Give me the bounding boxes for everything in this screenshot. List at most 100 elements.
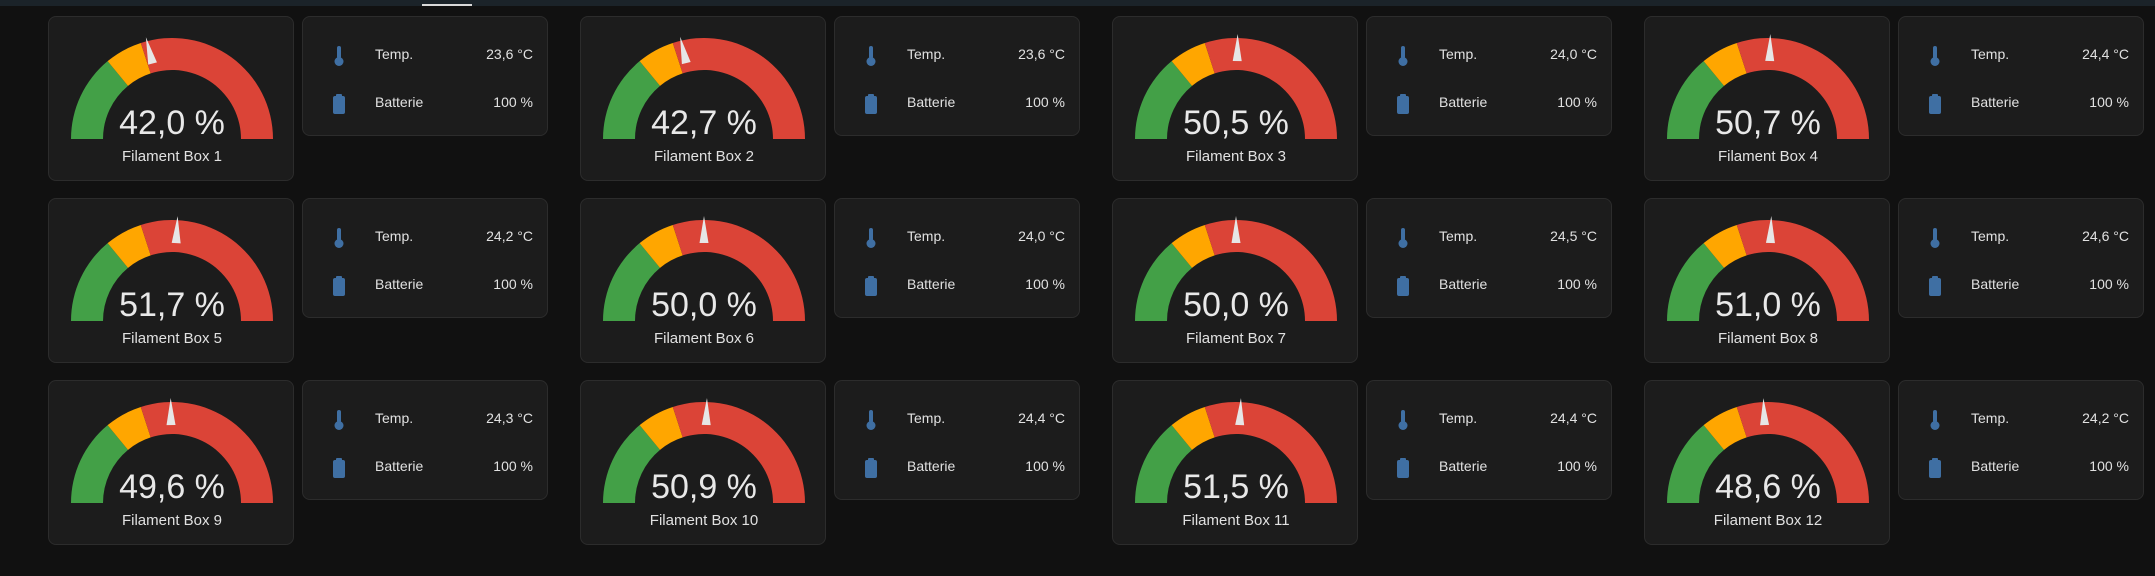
temperature-row[interactable]: Temp. 24,3 °C xyxy=(303,403,549,433)
gauge-card-box-3[interactable]: 50,5 % Filament Box 3 xyxy=(1112,16,1358,181)
gauge-segment-red xyxy=(140,220,273,321)
temperature-row[interactable]: Temp. 24,0 °C xyxy=(1367,39,1613,69)
temperature-row[interactable]: Temp. 24,5 °C xyxy=(1367,221,1613,251)
temperature-label: Temp. xyxy=(1439,410,1478,426)
gauge-segment-yellow xyxy=(1171,406,1215,450)
battery-icon xyxy=(863,457,879,484)
gauge-segment-yellow xyxy=(639,42,683,86)
thermometer-icon xyxy=(1395,45,1411,72)
battery-value: 100 % xyxy=(1025,94,1065,110)
gauge-dial xyxy=(603,36,805,139)
gauge-card-box-11[interactable]: 51,5 % Filament Box 11 xyxy=(1112,380,1358,545)
gauge-needle xyxy=(680,36,691,65)
gauge-segment-green xyxy=(71,243,129,321)
temperature-row[interactable]: Temp. 24,0 °C xyxy=(835,221,1081,251)
gauge-card-box-2[interactable]: 42,7 % Filament Box 2 xyxy=(580,16,826,181)
gauge-segment-yellow xyxy=(639,224,683,268)
battery-icon xyxy=(331,93,347,120)
gauge-needle xyxy=(145,37,157,65)
gauge-card-box-9[interactable]: 49,6 % Filament Box 9 xyxy=(48,380,294,545)
thermometer-icon xyxy=(863,45,879,72)
battery-row[interactable]: Batterie 100 % xyxy=(1367,269,1613,299)
temperature-row[interactable]: Temp. 24,4 °C xyxy=(1899,39,2145,69)
temperature-value: 24,4 °C xyxy=(1018,410,1065,426)
battery-row[interactable]: Batterie 100 % xyxy=(303,87,549,117)
battery-row[interactable]: Batterie 100 % xyxy=(1367,87,1613,117)
gauge-card-box-1[interactable]: 42,0 % Filament Box 1 xyxy=(48,16,294,181)
gauge-segment-yellow xyxy=(107,406,151,450)
gauge-segment-yellow xyxy=(107,42,151,86)
sensor-card-box-5: Temp. 24,2 °C Batterie 100 % xyxy=(302,198,548,318)
gauge-needle xyxy=(1235,398,1245,426)
battery-row[interactable]: Batterie 100 % xyxy=(1367,451,1613,481)
gauge-value: 51,7 % xyxy=(119,286,225,324)
gauge-segment-green xyxy=(1667,61,1725,139)
gauge-card-box-12[interactable]: 48,6 % Filament Box 12 xyxy=(1644,380,1890,545)
battery-label: Batterie xyxy=(907,94,956,110)
temperature-row[interactable]: Temp. 23,6 °C xyxy=(303,39,549,69)
gauge-segment-green xyxy=(603,243,661,321)
temperature-label: Temp. xyxy=(375,410,414,426)
gauge-value: 48,6 % xyxy=(1715,468,1821,506)
gauge-card-box-8[interactable]: 51,0 % Filament Box 8 xyxy=(1644,198,1890,363)
battery-label: Batterie xyxy=(375,458,424,474)
gauge-segment-red xyxy=(672,38,805,139)
gauge-label: Filament Box 11 xyxy=(1182,512,1290,529)
temperature-row[interactable]: Temp. 24,4 °C xyxy=(835,403,1081,433)
gauge-card-box-7[interactable]: 50,0 % Filament Box 7 xyxy=(1112,198,1358,363)
gauge-label: Filament Box 8 xyxy=(1717,330,1819,347)
temperature-label: Temp. xyxy=(1971,46,2010,62)
gauge-dial xyxy=(1135,34,1337,139)
gauge-card-box-10[interactable]: 50,9 % Filament Box 10 xyxy=(580,380,826,545)
gauge-card-box-4[interactable]: 50,7 % Filament Box 4 xyxy=(1644,16,1890,181)
battery-row[interactable]: Batterie 100 % xyxy=(1899,451,2145,481)
temperature-value: 24,2 °C xyxy=(486,228,533,244)
gauge-segment-yellow xyxy=(1703,224,1747,268)
gauge-segment-green xyxy=(1135,61,1193,139)
battery-row[interactable]: Batterie 100 % xyxy=(1899,87,2145,117)
battery-row[interactable]: Batterie 100 % xyxy=(835,451,1081,481)
gauge-label: Filament Box 10 xyxy=(649,512,759,529)
gauge-card-box-5[interactable]: 51,7 % Filament Box 5 xyxy=(48,198,294,363)
gauge-label: Filament Box 3 xyxy=(1185,148,1287,165)
thermometer-icon xyxy=(1927,227,1943,254)
gauge-segment-red xyxy=(1736,38,1869,139)
battery-value: 100 % xyxy=(493,458,533,474)
gauge-segment-red xyxy=(1204,220,1337,321)
battery-icon xyxy=(1395,275,1411,302)
gauge-segment-green xyxy=(1135,243,1193,321)
gauge-card-box-6[interactable]: 50,0 % Filament Box 6 xyxy=(580,198,826,363)
gauge-value: 50,7 % xyxy=(1715,104,1821,142)
temperature-value: 24,6 °C xyxy=(2082,228,2129,244)
temperature-row[interactable]: Temp. 23,6 °C xyxy=(835,39,1081,69)
gauge-segment-yellow xyxy=(1703,42,1747,86)
battery-row[interactable]: Batterie 100 % xyxy=(303,269,549,299)
temperature-row[interactable]: Temp. 24,6 °C xyxy=(1899,221,2145,251)
gauge-segment-green xyxy=(603,425,661,503)
gauge-label: Filament Box 1 xyxy=(121,148,223,165)
battery-value: 100 % xyxy=(1557,276,1597,292)
gauge-value: 50,9 % xyxy=(651,468,757,506)
gauge-needle xyxy=(699,216,709,243)
battery-label: Batterie xyxy=(907,276,956,292)
gauge-segment-yellow xyxy=(1703,406,1747,450)
battery-row[interactable]: Batterie 100 % xyxy=(303,451,549,481)
gauge-label: Filament Box 6 xyxy=(653,330,755,347)
sensor-card-box-11: Temp. 24,4 °C Batterie 100 % xyxy=(1366,380,1612,500)
temperature-row[interactable]: Temp. 24,2 °C xyxy=(303,221,549,251)
gauge-needle xyxy=(701,398,711,426)
battery-row[interactable]: Batterie 100 % xyxy=(835,269,1081,299)
gauge-dial xyxy=(603,398,805,503)
gauge-dial xyxy=(71,37,273,139)
battery-value: 100 % xyxy=(1025,276,1065,292)
temperature-row[interactable]: Temp. 24,4 °C xyxy=(1367,403,1613,433)
gauge-value: 50,0 % xyxy=(651,286,757,324)
temperature-row[interactable]: Temp. 24,2 °C xyxy=(1899,403,2145,433)
gauge-segment-red xyxy=(1204,38,1337,139)
temperature-value: 24,3 °C xyxy=(486,410,533,426)
battery-row[interactable]: Batterie 100 % xyxy=(1899,269,2145,299)
gauge-segment-red xyxy=(140,402,273,503)
thermometer-icon xyxy=(1395,227,1411,254)
battery-row[interactable]: Batterie 100 % xyxy=(835,87,1081,117)
temperature-label: Temp. xyxy=(1439,46,1478,62)
